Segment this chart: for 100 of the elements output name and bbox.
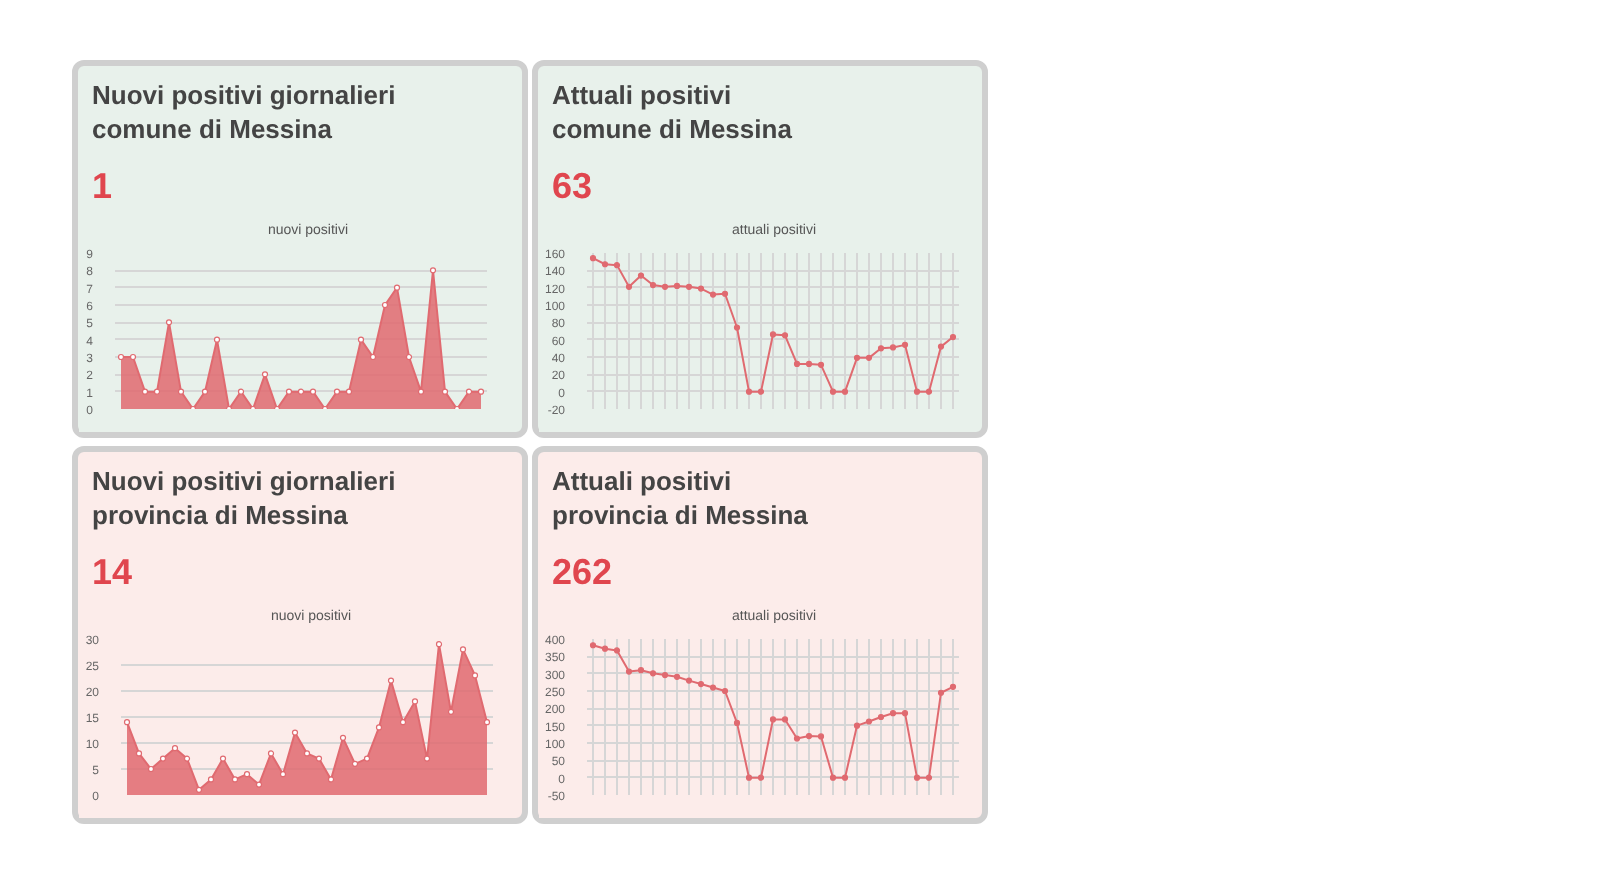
point (147, 765, 155, 773)
point (841, 774, 849, 781)
point (123, 719, 131, 726)
point (141, 388, 149, 395)
point (793, 735, 801, 742)
point (339, 734, 347, 741)
point (171, 745, 179, 752)
point (405, 353, 413, 361)
point (285, 388, 293, 395)
point (589, 255, 597, 262)
point (745, 774, 753, 781)
point (673, 673, 681, 680)
point (309, 388, 317, 395)
point (363, 755, 371, 762)
point (805, 732, 813, 740)
point (697, 680, 705, 688)
point (369, 353, 377, 361)
point (447, 708, 455, 715)
point (441, 388, 449, 395)
point (589, 642, 597, 649)
point (757, 774, 765, 781)
point (937, 343, 945, 350)
point (201, 388, 209, 395)
point (255, 781, 263, 788)
point (661, 283, 669, 290)
point (625, 668, 633, 675)
point (721, 687, 729, 695)
point (219, 755, 227, 762)
point (853, 354, 861, 361)
point (637, 667, 645, 674)
point (661, 671, 669, 679)
point (153, 388, 161, 395)
point (649, 670, 657, 677)
point (733, 719, 741, 726)
point (183, 755, 191, 762)
point (393, 284, 401, 291)
point (865, 354, 873, 361)
chart-title: Nuovi positivi giornalieri provincia di Messina (92, 464, 396, 532)
point (685, 677, 693, 684)
point (625, 283, 633, 290)
point (709, 684, 717, 691)
point (213, 336, 221, 343)
point (877, 713, 885, 721)
point (913, 774, 921, 781)
point (207, 776, 215, 783)
point (613, 262, 621, 269)
point (357, 336, 365, 343)
point (889, 344, 897, 351)
point (435, 641, 443, 648)
point (949, 333, 957, 341)
point (333, 388, 341, 395)
point (889, 710, 897, 717)
point (865, 718, 873, 725)
chart-subtitle: 63 (552, 166, 593, 206)
chart-title: Attuali positivi comune di Messina (552, 78, 792, 146)
point (901, 341, 909, 348)
point (345, 388, 353, 395)
point (117, 353, 125, 361)
point (649, 281, 657, 289)
point (429, 267, 437, 274)
point (477, 388, 485, 395)
point (877, 345, 885, 352)
point (685, 283, 693, 290)
point (417, 388, 425, 395)
point (267, 750, 275, 757)
point (841, 388, 849, 395)
point (135, 750, 143, 757)
point (411, 698, 419, 705)
point (471, 672, 479, 679)
point (805, 360, 813, 368)
chart-title: Nuovi positivi giornalieri comune di Messina (92, 78, 396, 146)
point (165, 319, 173, 326)
point (925, 388, 933, 395)
chart-title: Attuali positivi provincia di Messina (552, 464, 808, 532)
point (829, 388, 837, 395)
point (159, 755, 167, 762)
point (297, 388, 305, 395)
point (399, 719, 407, 726)
point (291, 729, 299, 736)
point (673, 282, 681, 290)
point (793, 360, 801, 368)
point (459, 646, 467, 653)
point (949, 683, 957, 690)
point (129, 353, 137, 361)
point (177, 388, 185, 395)
point (237, 388, 245, 395)
point (721, 290, 729, 297)
point (231, 776, 239, 783)
point (195, 786, 203, 793)
point (913, 388, 921, 395)
point (745, 388, 753, 395)
point (423, 755, 431, 762)
point (709, 291, 717, 298)
point (937, 689, 945, 696)
point (781, 716, 789, 723)
point (769, 331, 777, 338)
point (781, 332, 789, 339)
point (601, 645, 609, 652)
point (327, 776, 335, 783)
point (829, 774, 837, 781)
